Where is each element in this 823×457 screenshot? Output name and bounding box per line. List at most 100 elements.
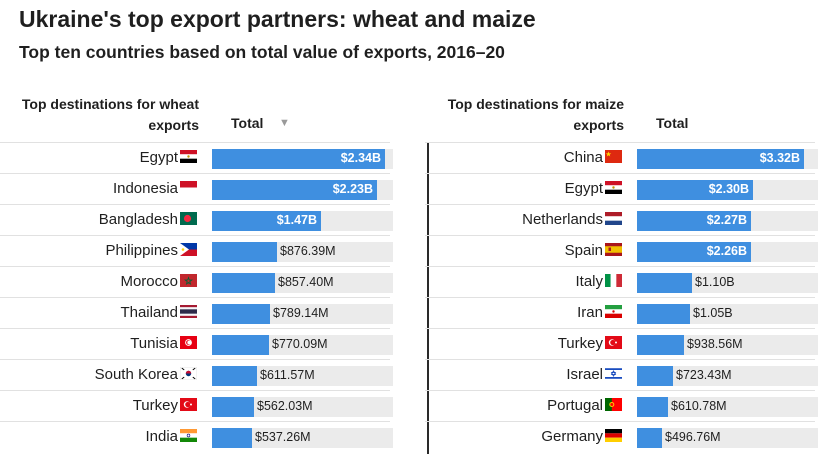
table-row: Italy $1.10B [425,266,818,298]
value-label-china: $3.32B [759,151,800,165]
bar-turkey [212,397,254,417]
bar-turkey [637,335,684,355]
value-label-india: $537.26M [255,430,311,444]
bar-philippines [212,242,277,262]
bar-track [212,428,393,448]
country-label-egypt: Egypt [139,149,178,166]
country-label-indonesia: Indonesia [112,180,178,197]
egypt-flag-icon [180,150,197,163]
value-label-spain: $2.26B [706,244,747,258]
bar-south-korea [212,366,257,386]
country-label-iran: Iran [577,304,603,321]
value-label-indonesia: $2.23B [332,182,373,196]
bar-israel [637,366,673,386]
country-label-south-korea: South Korea [94,366,178,383]
country-label-turkey: Turkey [132,397,178,414]
country-label-italy: Italy [575,273,603,290]
country-label-israel: Israel [566,366,603,383]
philippines-flag-icon [180,243,197,256]
value-label-italy: $1.10B [695,275,735,289]
table-row: Iran $1.05B [425,297,818,329]
value-label-iran: $1.05B [693,306,733,320]
tunisia-flag-icon [180,336,197,349]
wheat-total-header[interactable]: Total [231,115,264,131]
bar-tunisia [212,335,269,355]
country-label-netherlands: Netherlands [522,211,603,228]
indonesia-flag-icon [180,181,197,194]
table-row: Egypt $2.30B [425,173,818,205]
country-label-morocco: Morocco [120,273,178,290]
country-label-china: China [563,149,603,166]
china-flag-icon [605,150,622,163]
bar-indonesia [212,180,377,200]
bar-egypt [637,180,753,200]
maize-panel: Top destinations for maize exports Total… [425,0,818,457]
table-row: Morocco $857.40M [0,266,393,298]
country-label-thailand: Thailand [120,304,178,321]
israel-flag-icon [605,367,622,380]
bar-track [212,366,393,386]
value-label-netherlands: $2.27B [706,213,747,227]
country-label-tunisia: Tunisia [130,335,178,352]
panel-divider [427,143,429,454]
bar-bangladesh [212,211,321,231]
italy-flag-icon [605,274,622,287]
table-row: Egypt $2.34B [0,142,393,174]
table-row: Bangladesh $1.47B [0,204,393,236]
value-label-egypt: $2.34B [340,151,381,165]
value-label-bangladesh: $1.47B [276,213,317,227]
value-label-israel: $723.43M [676,368,732,382]
country-label-turkey: Turkey [557,335,603,352]
bar-egypt [212,149,385,169]
germany-flag-icon [605,429,622,442]
maize-total-header[interactable]: Total [656,115,689,131]
netherlands-flag-icon [605,212,622,225]
portugal-flag-icon [605,398,622,411]
bar-thailand [212,304,270,324]
table-row: India $537.26M [0,421,393,453]
value-label-egypt: $2.30B [708,182,749,196]
bar-track [212,397,393,417]
table-row: Indonesia $2.23B [0,173,393,205]
table-row: Spain $2.26B [425,235,818,267]
iran-flag-icon [605,305,622,318]
country-label-spain: Spain [564,242,603,259]
wheat-panel: Top destinations for wheat exports Total… [0,0,393,457]
bangladesh-flag-icon [180,212,197,225]
bar-iran [637,304,690,324]
country-label-portugal: Portugal [547,397,603,414]
bar-morocco [212,273,275,293]
value-label-south-korea: $611.57M [260,368,315,382]
table-row: Portugal $610.78M [425,390,818,422]
value-label-portugal: $610.78M [671,399,727,413]
bar-india [212,428,252,448]
bar-portugal [637,397,668,417]
value-label-turkey: $562.03M [257,399,313,413]
turkey-flag-icon [180,398,197,411]
country-label-bangladesh: Bangladesh [98,211,178,228]
country-label-egypt: Egypt [564,180,603,197]
country-label-philippines: Philippines [105,242,178,259]
chart-title: Ukraine's top export partners: wheat and… [19,6,536,32]
table-row: Tunisia $770.09M [0,328,393,360]
value-label-philippines: $876.39M [280,244,336,258]
bar-china [637,149,804,169]
table-row: China $3.32B [425,142,818,174]
sort-descending-icon[interactable]: ▼ [279,117,290,129]
bar-germany [637,428,662,448]
thailand-flag-icon [180,305,197,318]
chart-subtitle: Top ten countries based on total value o… [19,42,505,62]
bar-track [637,428,818,448]
value-label-thailand: $789.14M [273,306,329,320]
bar-spain [637,242,751,262]
morocco-flag-icon [180,274,197,287]
country-label-germany: Germany [541,428,603,445]
table-row: Turkey $938.56M [425,328,818,360]
bar-netherlands [637,211,751,231]
spain-flag-icon [605,243,622,256]
value-label-morocco: $857.40M [278,275,334,289]
india-flag-icon [180,429,197,442]
table-row: Israel $723.43M [425,359,818,391]
table-row: South Korea $611.57M [0,359,393,391]
egypt-flag-icon [605,181,622,194]
